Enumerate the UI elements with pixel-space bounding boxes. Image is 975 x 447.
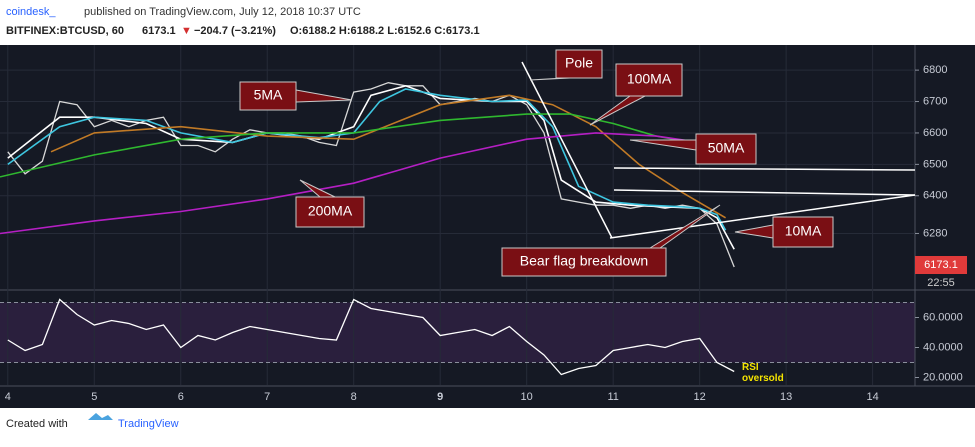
symbol: BITFINEX:BTCUSD, 60 bbox=[6, 25, 124, 37]
annotation: Pole bbox=[565, 55, 593, 71]
author[interactable]: coindesk_ bbox=[6, 6, 56, 18]
footer-brand[interactable]: TradingView bbox=[118, 418, 179, 430]
annotation: 10MA bbox=[785, 223, 822, 239]
x-tick-label: 14 bbox=[866, 391, 878, 403]
x-tick-label: 5 bbox=[91, 391, 97, 403]
callout bbox=[589, 63, 683, 126]
rsi-note: RSI oversold bbox=[742, 362, 784, 384]
callout bbox=[295, 179, 365, 228]
series-line bbox=[0, 132, 700, 235]
price-tag-time: 22:55 bbox=[927, 277, 955, 289]
callout bbox=[734, 216, 834, 248]
callout bbox=[239, 81, 353, 111]
down-arrow: ▼ bbox=[181, 25, 192, 37]
x-tick-label: 8 bbox=[351, 391, 357, 403]
series-line bbox=[7, 298, 735, 376]
x-tick-label: 9 bbox=[437, 391, 443, 403]
x-tick-label: 7 bbox=[264, 391, 270, 403]
footer-created: Created with bbox=[6, 418, 68, 430]
callout bbox=[529, 49, 603, 81]
x-tick-label: 13 bbox=[780, 391, 792, 403]
series-line bbox=[50, 94, 727, 219]
price-tag bbox=[915, 256, 967, 274]
x-tick-label: 4 bbox=[5, 391, 11, 403]
trend-line bbox=[613, 167, 916, 171]
callout bbox=[501, 204, 721, 277]
x-tick-label: 12 bbox=[694, 391, 706, 403]
y-tick-label: 6800 bbox=[923, 64, 947, 76]
logo bbox=[88, 413, 113, 420]
series-line bbox=[7, 82, 735, 268]
annotation: 5MA bbox=[254, 87, 283, 103]
x-tick-label: 6 bbox=[178, 391, 184, 403]
y-tick-label: 6700 bbox=[923, 95, 947, 107]
last-price: 6173.1 bbox=[142, 25, 176, 37]
y-tick-label: 6400 bbox=[923, 190, 947, 202]
x-tick-label: 11 bbox=[607, 391, 618, 403]
price-tag-value: 6173.1 bbox=[924, 259, 958, 271]
ohlc: O:6188.2 H:6188.2 L:6152.6 C:6173.1 bbox=[290, 25, 480, 37]
x-tick-label: 10 bbox=[521, 391, 533, 403]
annotation: Bear flag breakdown bbox=[520, 253, 648, 269]
annotation: 50MA bbox=[708, 140, 745, 156]
annotation: 200MA bbox=[308, 203, 353, 219]
change: −204.7 (−3.21%) bbox=[194, 25, 276, 37]
y-tick-label: 60.0000 bbox=[923, 311, 963, 323]
y-tick-label: 6500 bbox=[923, 158, 947, 170]
rsi-note-box: RSI oversold bbox=[742, 362, 784, 384]
published: published on TradingView.com, July 12, 2… bbox=[84, 6, 361, 18]
flag-line bbox=[613, 189, 916, 196]
pole-line bbox=[521, 61, 613, 239]
series-line bbox=[0, 113, 692, 178]
series-line bbox=[7, 88, 727, 231]
y-tick-label: 6280 bbox=[923, 227, 947, 239]
flag-line bbox=[609, 194, 916, 239]
callout bbox=[629, 133, 757, 165]
y-tick-label: 40.0000 bbox=[923, 341, 963, 353]
y-tick-label: 20.0000 bbox=[923, 371, 963, 383]
y-tick-label: 6600 bbox=[923, 127, 947, 139]
annotation: 100MA bbox=[627, 71, 672, 87]
